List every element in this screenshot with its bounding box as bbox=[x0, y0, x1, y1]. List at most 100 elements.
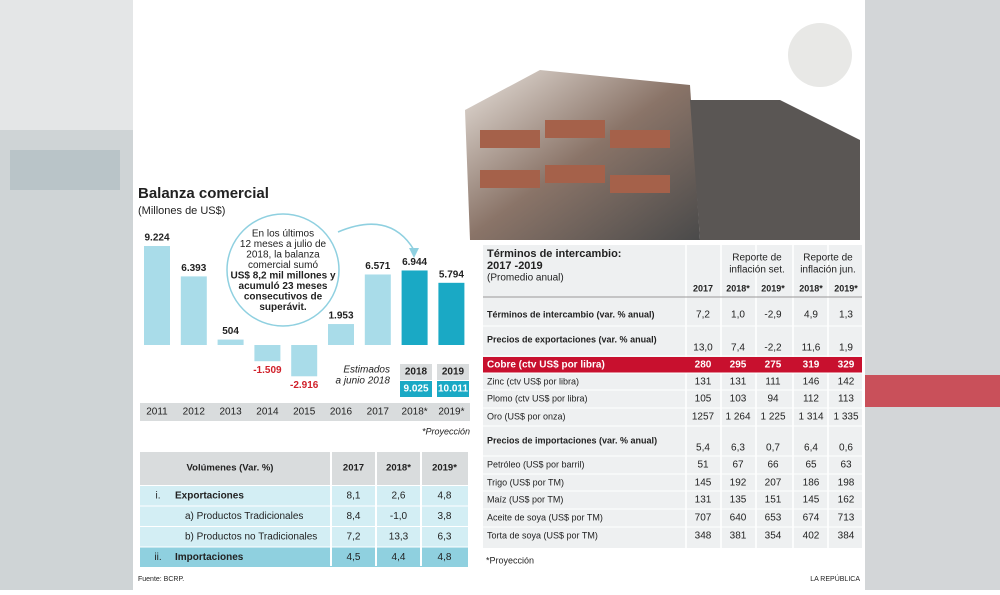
terms-cell: 131 bbox=[695, 495, 712, 506]
terms-cell: 295 bbox=[730, 360, 747, 371]
estimate-cell bbox=[437, 381, 469, 397]
vol-cell: 13,3 bbox=[389, 532, 409, 543]
blur-left bbox=[0, 130, 133, 590]
terms-label: Trigo (US$ por TM) bbox=[487, 477, 564, 487]
annotation-arrow bbox=[337, 223, 415, 251]
terms-cell: 6,4 bbox=[804, 443, 818, 454]
terms-cell: 5,4 bbox=[696, 443, 710, 454]
value-label: -2.916 bbox=[290, 380, 319, 391]
terms-cell: 66 bbox=[767, 460, 779, 471]
vol-row-bg bbox=[140, 506, 468, 526]
terms-highlight bbox=[483, 357, 862, 373]
annotation-line: 12 meses a julio de bbox=[240, 239, 327, 250]
terms-subtitle: (Promedio anual) bbox=[487, 273, 564, 284]
terms-group: Reporte de bbox=[732, 253, 782, 264]
x-tick-label: 2018* bbox=[402, 407, 428, 418]
terms-cell: 135 bbox=[730, 495, 747, 506]
terms-label: Aceite de soya (US$ por TM) bbox=[487, 512, 603, 522]
estimate-cell bbox=[400, 381, 432, 397]
terms-cell: 13,0 bbox=[693, 343, 713, 354]
value-label: -1.509 bbox=[253, 365, 282, 376]
terms-cell: 145 bbox=[695, 478, 712, 489]
vol-label: b) Productos no Tradicionales bbox=[185, 532, 317, 543]
terms-cell: 94 bbox=[767, 394, 779, 405]
vol-num: i. bbox=[156, 491, 161, 502]
terms-cell: 65 bbox=[805, 460, 817, 471]
vol-cell: 4,8 bbox=[438, 491, 452, 502]
terms-cell: 0,6 bbox=[839, 443, 853, 454]
vol-header: 2018* bbox=[386, 463, 411, 474]
x-tick-label: 2014 bbox=[256, 407, 279, 418]
vol-cell: 8,1 bbox=[347, 491, 361, 502]
bar bbox=[364, 274, 391, 345]
terms-cell: 1,9 bbox=[839, 343, 853, 354]
vol-cell: 3,8 bbox=[438, 511, 452, 522]
terms-cell: 151 bbox=[765, 495, 782, 506]
annotation-circle bbox=[226, 213, 340, 327]
vol-cell: 6,3 bbox=[438, 532, 452, 543]
annotation-line: acumuló 23 meses bbox=[239, 281, 328, 292]
terms-cell: 1 335 bbox=[833, 412, 858, 423]
terms-cell: 713 bbox=[838, 513, 855, 524]
terms-col: 2019* bbox=[761, 283, 785, 293]
chart-subtitle: (Millones de US$) bbox=[138, 205, 225, 217]
terms-cell: 111 bbox=[765, 377, 781, 388]
terms-cell: 67 bbox=[732, 460, 744, 471]
blur-right-stripe bbox=[865, 375, 1000, 407]
vol-cell: 2,6 bbox=[392, 491, 406, 502]
x-tick-label: 2011 bbox=[146, 407, 168, 418]
photo-helmet bbox=[788, 23, 852, 87]
terms-cell: 1 314 bbox=[798, 412, 823, 423]
terms-cell: 192 bbox=[730, 478, 747, 489]
annotation-line: superávit. bbox=[259, 302, 306, 313]
chart-note: *Proyección bbox=[422, 426, 470, 436]
terms-cell: 6,3 bbox=[731, 443, 745, 454]
vol-row-bg bbox=[140, 486, 468, 506]
chart-title: Balanza comercial bbox=[138, 185, 269, 202]
terms-cell: 275 bbox=[765, 360, 782, 371]
terms-label: Precios de importaciones (var. % anual) bbox=[487, 435, 657, 445]
vol-label: a) Productos Tradicionales bbox=[185, 511, 303, 522]
x-tick-label: 2019* bbox=[438, 407, 464, 418]
vol-row-bg bbox=[140, 547, 468, 567]
estimate-head-cell bbox=[400, 364, 432, 380]
annotation-line: consecutivos de bbox=[244, 292, 323, 303]
annotation-line: En los últimos bbox=[252, 229, 314, 240]
terms-cell: 7,4 bbox=[731, 343, 745, 354]
terms-cell: 707 bbox=[695, 513, 712, 524]
terms-cell: 1 264 bbox=[725, 412, 750, 423]
estimate-year: 2019 bbox=[442, 367, 465, 378]
x-tick-label: 2012 bbox=[183, 407, 206, 418]
terms-cell: 348 bbox=[695, 531, 712, 542]
terms-title: 2017 -2019 bbox=[487, 260, 543, 272]
x-tick-label: 2015 bbox=[293, 407, 316, 418]
bar bbox=[217, 339, 244, 345]
terms-cell: 63 bbox=[840, 460, 852, 471]
terms-cell: 142 bbox=[838, 377, 855, 388]
terms-label: Maíz (US$ por TM) bbox=[487, 494, 563, 504]
annotation-line: US$ 8,2 mil millones y bbox=[230, 271, 335, 282]
value-label: 504 bbox=[222, 326, 239, 337]
blur-right bbox=[865, 0, 1000, 590]
x-axis-band bbox=[140, 403, 470, 421]
blur-left-shape bbox=[10, 150, 120, 190]
terms-cell: 280 bbox=[695, 360, 712, 371]
value-label: 6.944 bbox=[402, 257, 427, 268]
terms-group: Reporte de bbox=[803, 253, 853, 264]
vol-cell: -1,0 bbox=[390, 511, 408, 522]
terms-cell: 1 225 bbox=[760, 412, 785, 423]
terms-cell: 674 bbox=[803, 513, 820, 524]
terms-cell: 105 bbox=[695, 394, 712, 405]
estimate-value: 10.011 bbox=[438, 384, 468, 395]
terms-col: 2019* bbox=[834, 283, 858, 293]
terms-cell: 402 bbox=[803, 531, 820, 542]
terms-cell: 103 bbox=[730, 394, 747, 405]
terms-cell: 131 bbox=[695, 377, 712, 388]
terms-cell: 640 bbox=[730, 513, 747, 524]
estimates-label: Estimados bbox=[343, 365, 390, 376]
arrow-head bbox=[409, 248, 419, 258]
photo-worker bbox=[690, 100, 860, 240]
terms-title: Términos de intercambio: bbox=[487, 248, 621, 260]
terms-label: Torta de soya (US$ por TM) bbox=[487, 530, 598, 540]
